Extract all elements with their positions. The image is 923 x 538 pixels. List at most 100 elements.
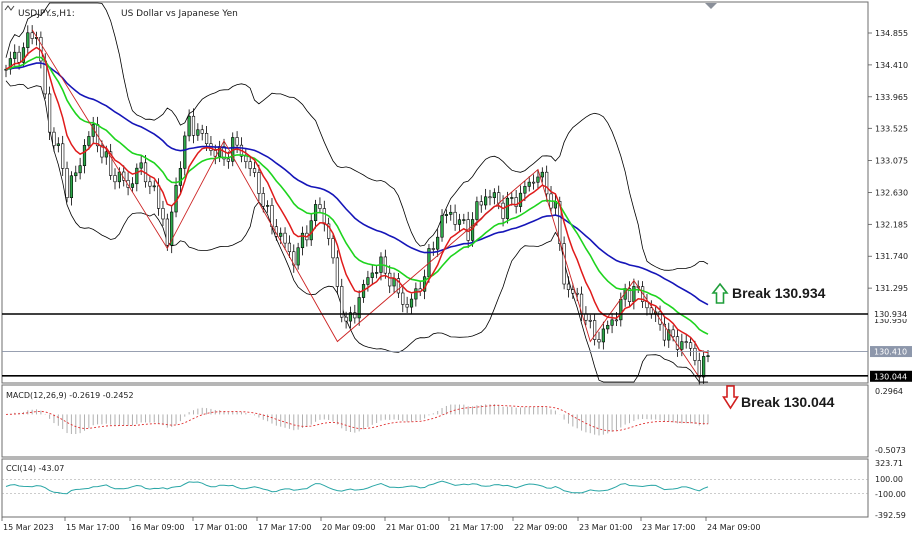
candle xyxy=(440,209,444,242)
price-tick-label: 132.185 xyxy=(875,220,908,229)
candle xyxy=(183,131,187,176)
candle xyxy=(632,278,636,310)
candle xyxy=(453,204,457,231)
candle xyxy=(143,155,148,188)
candle xyxy=(571,283,575,299)
candle xyxy=(444,209,448,224)
price-tick-label: 131.740 xyxy=(875,252,908,261)
candle xyxy=(78,157,82,180)
candle xyxy=(292,244,296,273)
macd-signal-line xyxy=(5,404,709,432)
candle xyxy=(414,282,418,307)
candle xyxy=(662,316,666,347)
candle xyxy=(462,213,466,225)
candle xyxy=(209,135,213,156)
cci-tick-label: -392.59 xyxy=(875,511,906,520)
candle xyxy=(135,163,139,192)
candle xyxy=(322,200,326,232)
candle xyxy=(13,44,17,66)
candle xyxy=(296,242,300,270)
candle xyxy=(383,249,387,279)
moving-averages xyxy=(5,46,709,354)
candle xyxy=(584,306,588,326)
cci-tick-label: -100.00 xyxy=(875,490,906,499)
candle xyxy=(82,139,87,174)
macd-tick-bottom: -0.5073 xyxy=(875,446,906,455)
zigzag-path xyxy=(31,29,700,378)
candles xyxy=(4,25,710,385)
candle xyxy=(527,176,531,192)
time-tick-label: 17 Mar 01:00 xyxy=(194,523,247,532)
candle xyxy=(431,241,435,256)
candle xyxy=(409,293,414,314)
candle xyxy=(187,109,191,142)
macd-histogram xyxy=(9,404,709,436)
cci-axis: 323.71 100.00 -100.00 -392.59 xyxy=(2,459,906,520)
time-axis: 15 Mar 2023 15 Mar 17:00 16 Mar 09:00 17 Ma… xyxy=(1,517,760,532)
candle xyxy=(601,321,605,350)
candle xyxy=(475,196,479,226)
candle xyxy=(396,273,401,299)
candle xyxy=(697,352,701,385)
price-tag-130934: 130.934 xyxy=(870,309,912,319)
candle xyxy=(518,185,523,213)
candle xyxy=(139,155,143,175)
candle xyxy=(562,236,566,290)
candle xyxy=(309,213,313,246)
candle xyxy=(457,213,462,233)
candle xyxy=(357,290,361,326)
candle xyxy=(370,265,374,285)
candle xyxy=(109,143,113,180)
candle xyxy=(593,314,597,346)
scroll-marker-icon[interactable] xyxy=(705,3,717,9)
candle xyxy=(606,320,610,334)
candle xyxy=(165,213,169,251)
candle xyxy=(501,195,505,227)
candle xyxy=(56,137,60,153)
candle xyxy=(449,204,453,221)
time-tick-label: 21 Mar 17:00 xyxy=(450,523,503,532)
cci-pane[interactable] xyxy=(1,458,869,518)
macd-tick-top: 0.2964 xyxy=(875,387,903,396)
candle xyxy=(523,180,527,202)
break-down-annotation: Break 130.044 xyxy=(722,385,835,410)
cci-tick-label: 100.00 xyxy=(875,475,903,484)
time-tick-label: 20 Mar 09:00 xyxy=(322,523,375,532)
candle xyxy=(100,140,104,164)
price-tick-label: 134.410 xyxy=(875,61,908,70)
cci-tick-label: 323.71 xyxy=(875,459,903,468)
price-tag-130044: 130.044 xyxy=(870,370,912,382)
candle xyxy=(148,175,152,195)
candle xyxy=(52,127,56,152)
break-up-label: Break 130.934 xyxy=(732,285,826,301)
price-tag-hidden: 130.950 xyxy=(874,316,907,325)
candle xyxy=(69,171,74,206)
candle xyxy=(327,217,331,246)
candle xyxy=(126,172,130,196)
candle xyxy=(130,177,135,193)
candle xyxy=(4,64,8,78)
candle xyxy=(588,314,592,329)
price-tag-current: 130.410 xyxy=(870,346,912,358)
macd-pane[interactable] xyxy=(1,384,869,458)
candle xyxy=(348,306,353,329)
candle xyxy=(161,200,165,226)
candle xyxy=(61,135,65,176)
chart-header: USDJPY.s,H1: US Dollar vs Japanese Yen xyxy=(4,5,238,19)
ma-mid-line xyxy=(5,56,709,335)
candle xyxy=(200,124,204,141)
candle xyxy=(401,285,405,313)
candle xyxy=(196,123,200,141)
cci-label: CCI(14) -43.07 xyxy=(6,464,64,473)
price-pane[interactable] xyxy=(1,1,869,384)
candle xyxy=(170,205,174,254)
band-lower xyxy=(5,80,708,383)
candle xyxy=(627,281,632,307)
candle xyxy=(375,265,379,279)
candle xyxy=(623,283,627,307)
candle xyxy=(479,195,483,213)
candle xyxy=(191,108,196,144)
candle xyxy=(270,197,274,235)
price-tick-label: 131.295 xyxy=(875,284,908,293)
